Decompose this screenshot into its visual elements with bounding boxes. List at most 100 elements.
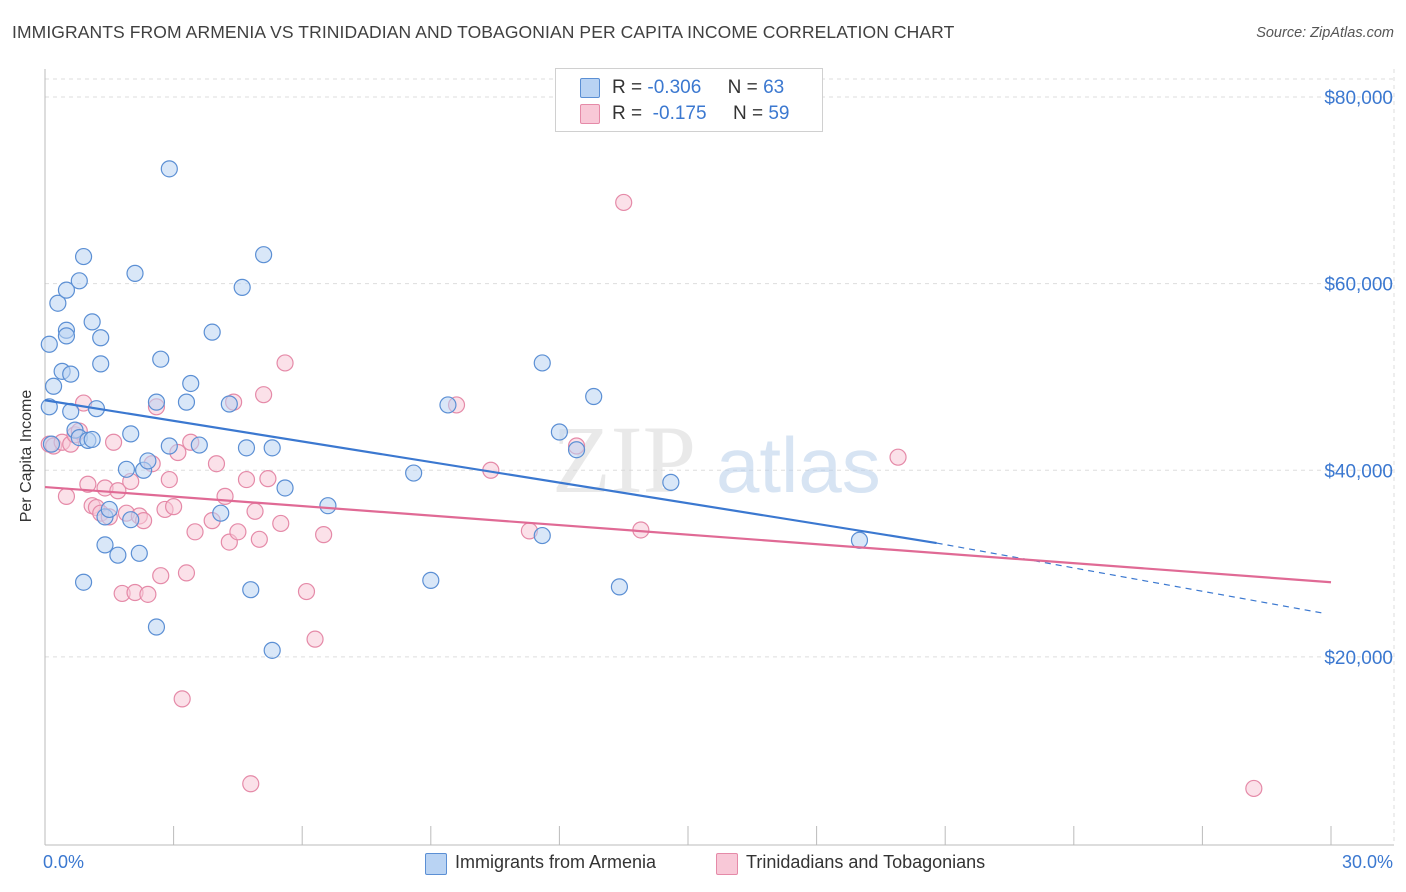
armenia-point [242, 581, 260, 599]
trinidadian-point [173, 690, 191, 708]
trinidadian-point [104, 433, 123, 451]
y-tick-labels: $20,000 $40,000 $60,000 $80,000 [1324, 88, 1393, 669]
legend-swatch-trinidadian [716, 853, 738, 875]
legend-swatch-armenia [425, 853, 447, 875]
n-label: N = [732, 103, 764, 124]
armenia-point [276, 479, 294, 497]
armenia-point [610, 578, 629, 596]
trinidadian-point [165, 498, 183, 516]
armenia-point [147, 393, 166, 411]
armenia-point [533, 526, 551, 545]
armenia-point [567, 441, 586, 459]
armenia-point [439, 396, 457, 414]
armenia-point [212, 504, 230, 522]
legend-swatch-trinidadian [580, 104, 600, 124]
source-credit: Source: ZipAtlas.com [1256, 25, 1394, 41]
x-tick-max-label: 30.0% [1341, 852, 1393, 872]
armenia-point [57, 327, 76, 345]
watermark-atlas: atlas [716, 421, 881, 509]
r-label: R = [612, 77, 643, 98]
trinidadian-point [615, 193, 633, 212]
legend-swatch-armenia [580, 78, 600, 98]
armenia-point [57, 281, 76, 299]
armenia-point [74, 247, 93, 266]
armenia-point [550, 423, 569, 441]
trinidadian-point [186, 523, 204, 541]
armenia-point [109, 546, 127, 564]
armenia-point [147, 618, 166, 636]
trinidadian-point [272, 514, 290, 533]
watermark-zip: ZIP [552, 406, 696, 513]
legend-item-armenia: Immigrants from Armenia [425, 852, 695, 876]
armenia-point [122, 511, 140, 529]
chart-title: IMMIGRANTS FROM ARMENIA VS TRINIDADIAN A… [12, 22, 955, 42]
armenia-point [177, 393, 196, 411]
armenia-point [182, 374, 200, 393]
y-tick-label: $60,000 [1324, 275, 1393, 296]
armenia-point [405, 464, 423, 482]
legend-label-trinidadian: Trinidadians and Tobagonians [746, 852, 986, 872]
armenia-point [92, 355, 110, 373]
armenia-point [92, 329, 110, 347]
armenia-point [190, 436, 208, 454]
armenia-point [233, 278, 251, 296]
armenia-point [70, 272, 88, 290]
armenia-point [422, 571, 440, 589]
axes [44, 69, 1394, 846]
trinidadian-point [259, 470, 277, 488]
armenia-point [152, 350, 170, 368]
y-tick-label: $40,000 [1324, 461, 1393, 482]
trinidadian-point [1245, 779, 1263, 798]
r-label: R = [612, 103, 643, 124]
armenia-point [220, 395, 238, 413]
trinidadian-point [177, 564, 196, 582]
armenia-point [263, 439, 281, 457]
trinidadian-point [250, 530, 268, 548]
r-value: -0.175 [652, 103, 707, 124]
armenia-point [130, 544, 148, 562]
trinidadian-point [276, 354, 294, 372]
armenia-point [255, 246, 273, 264]
legend-item-trinidadian: Trinidadians and Tobagonians [716, 852, 1036, 876]
series-armenia-points [40, 160, 869, 659]
r-value: -0.306 [647, 77, 702, 98]
trinidadian-point [246, 502, 264, 520]
trinidadian-point [152, 567, 170, 585]
trinidadian-point [889, 448, 907, 466]
n-value: 63 [763, 77, 785, 98]
armenia-point [203, 323, 221, 341]
trinidadian-point [229, 523, 247, 541]
trinidadian-point [160, 470, 178, 489]
armenia-point [83, 430, 101, 449]
armenia-point [117, 460, 136, 478]
armenia-point [160, 437, 178, 455]
correlation-legend: R = -0.306 N = 63 R = -0.175 N = 59 [555, 68, 823, 132]
armenia-point [42, 435, 61, 453]
armenia-point [263, 641, 281, 659]
armenia-point [319, 497, 337, 515]
armenia-point [100, 500, 118, 519]
armenia-point [122, 425, 140, 443]
trinidadian-point [139, 585, 157, 603]
trinidadian-point [207, 455, 226, 473]
armenia-point [585, 387, 603, 406]
armenia-point [533, 354, 551, 372]
trinidadian-point [297, 582, 316, 601]
n-value: 59 [768, 103, 790, 124]
y-axis-label: Per Capita Income [18, 389, 35, 523]
armenia-point [40, 335, 58, 353]
armenia-point [139, 452, 157, 470]
y-tick-label: $80,000 [1324, 88, 1393, 109]
trinidadian-point [242, 775, 260, 793]
armenia-point [74, 573, 93, 591]
trinidadian-point [306, 630, 324, 648]
armenia-point [44, 377, 63, 395]
armenia-point [662, 473, 680, 491]
trinidadian-trend-line [44, 485, 1332, 584]
watermark: ZIP atlas [552, 406, 881, 513]
legend-text-trinidadian: R = -0.175 N = 59 [612, 103, 789, 125]
armenia-point [237, 439, 256, 457]
trinidadian-point [315, 526, 333, 544]
armenia-point [83, 313, 101, 331]
trend-lines [44, 399, 1332, 614]
